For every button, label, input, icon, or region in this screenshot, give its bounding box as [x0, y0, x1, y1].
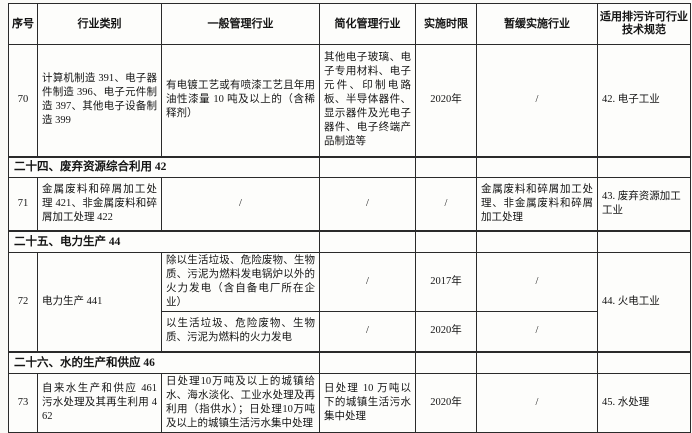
- section25-title: 二十五、电力生产 44: [8, 229, 320, 253]
- row73-general: 日处理10万吨及以上的城镇给水、海水淡化、工业水处理及再利用（指供水）；日处理1…: [161, 373, 320, 433]
- row70-simplified: 其他电子玻璃、电子专用材料、电子元件、印制电路板、半导体器件、显示器件及光电子器…: [319, 44, 416, 157]
- row72-sub1-simplified: /: [319, 252, 416, 312]
- row72-sub2-deadline: 2020年: [415, 311, 477, 352]
- header-deferred: 暂缓实施行业: [476, 3, 598, 45]
- section25-empty-simplified: [319, 229, 416, 253]
- row71-deadline: /: [415, 177, 477, 231]
- row72-sub1-deferred: /: [476, 252, 598, 312]
- section-row-26: 二十六、水的生产和供应 46: [8, 350, 691, 374]
- table-row-72-sub2: 以生活垃圾、危险废物、生物质、污泥为燃料的火力发电 / 2020年 /: [9, 311, 691, 352]
- row73-category: 自来水生产和供应 461 污水处理及其再生利用 462: [37, 373, 162, 433]
- row70-category: 计算机制造 391、电子器件制造 396、电子元件制造 397、其他电子设备制造…: [37, 44, 162, 157]
- row73-deferred: /: [476, 373, 598, 433]
- header-general-management: 一般管理行业: [161, 3, 320, 45]
- row71-serial: 71: [8, 177, 38, 231]
- header-serial: 序号: [8, 3, 38, 45]
- section26-title: 二十六、水的生产和供应 46: [8, 350, 320, 374]
- section25-empty-deferred: [476, 229, 598, 253]
- header-tech-spec: 适用排污许可行业技术规范: [597, 3, 691, 45]
- section26-empty-deferred: [476, 350, 598, 374]
- section25-empty-spec: [597, 229, 691, 253]
- row71-category: 金属废料和碎屑加工处理 421、非金属废料和碎屑加工处理 422: [37, 177, 162, 231]
- table-header-row: 序号 行业类别 一般管理行业 简化管理行业 实施时限 暂缓实施行业 适用排污许可…: [8, 3, 691, 45]
- row71-simplified: /: [319, 177, 416, 231]
- row70-spec: 42. 电子工业: [597, 44, 691, 157]
- header-category: 行业类别: [37, 3, 162, 45]
- row73-spec: 45. 水处理: [597, 373, 691, 433]
- section24-title: 二十四、废弃资源综合利用 42: [8, 155, 320, 178]
- section24-empty-deferred: [476, 155, 598, 178]
- table-row-73: 73 自来水生产和供应 461 污水处理及其再生利用 462 日处理10万吨及以…: [8, 373, 691, 433]
- industry-permit-table: 序号 行业类别 一般管理行业 简化管理行业 实施时限 暂缓实施行业 适用排污许可…: [8, 3, 691, 433]
- row70-serial: 70: [8, 44, 38, 157]
- row72-sub2-general: 以生活垃圾、危险废物、生物质、污泥为燃料的火力发电: [161, 311, 320, 352]
- section26-empty-deadline: [415, 350, 477, 374]
- row71-general: /: [161, 177, 320, 231]
- row71-spec: 43. 废弃资源加工工业: [597, 177, 691, 231]
- section25-empty-deadline: [415, 229, 477, 253]
- row72-sub1-general: 除以生活垃圾、危险废物、生物质、污泥为燃料发电锅炉以外的火力发电（含自备电厂所在…: [161, 252, 320, 312]
- section-row-25: 二十五、电力生产 44: [8, 229, 691, 253]
- row70-deferred: /: [476, 44, 598, 157]
- table-row-71: 71 金属废料和碎屑加工处理 421、非金属废料和碎屑加工处理 422 / / …: [8, 177, 691, 231]
- section24-empty-deadline: [415, 155, 477, 178]
- section26-empty-simplified: [319, 350, 416, 374]
- row72-sub2-simplified: /: [319, 311, 416, 352]
- row72-category: 电力生产 441: [37, 252, 162, 352]
- table-row-70: 70 计算机制造 391、电子器件制造 396、电子元件制造 397、其他电子设…: [8, 44, 691, 157]
- section24-empty-spec: [597, 155, 691, 178]
- header-deadline: 实施时限: [415, 3, 477, 45]
- section26-empty-spec: [597, 350, 691, 374]
- row72-serial: 72: [8, 252, 38, 352]
- section-row-24: 二十四、废弃资源综合利用 42: [8, 155, 691, 178]
- row72-sub2-deferred: /: [476, 311, 598, 352]
- row73-serial: 73: [8, 373, 38, 433]
- row73-deadline: 2020年: [415, 373, 477, 433]
- row70-general: 有电镀工艺或有喷漆工艺且年用油性漆量 10 吨及以上的（含稀释剂）: [161, 44, 320, 157]
- row71-deferred: 金属废料和碎屑加工处理、非金属废料和碎屑加工处理: [476, 177, 598, 231]
- row72-sub1-deadline: 2017年: [415, 252, 477, 312]
- header-simplified-management: 简化管理行业: [319, 3, 416, 45]
- row70-deadline: 2020年: [415, 44, 477, 157]
- row73-simplified: 日处理 10 万吨以下的城镇生活污水集中处理: [319, 373, 416, 433]
- row72-spec: 44. 火电工业: [597, 252, 691, 352]
- table-row-72-sub1: 72 电力生产 441 除以生活垃圾、危险废物、生物质、污泥为燃料发电锅炉以外的…: [8, 252, 691, 352]
- section24-empty-simplified: [319, 155, 416, 178]
